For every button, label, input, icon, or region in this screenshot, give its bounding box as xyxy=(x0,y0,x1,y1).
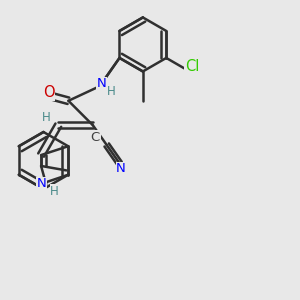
Text: N: N xyxy=(116,162,126,175)
Text: Cl: Cl xyxy=(185,59,200,74)
Text: H: H xyxy=(42,111,51,124)
Text: C: C xyxy=(91,131,100,144)
Text: O: O xyxy=(43,85,54,100)
Text: H: H xyxy=(50,185,59,198)
Text: N: N xyxy=(96,77,106,90)
Text: N: N xyxy=(36,177,46,190)
Text: H: H xyxy=(107,85,116,98)
